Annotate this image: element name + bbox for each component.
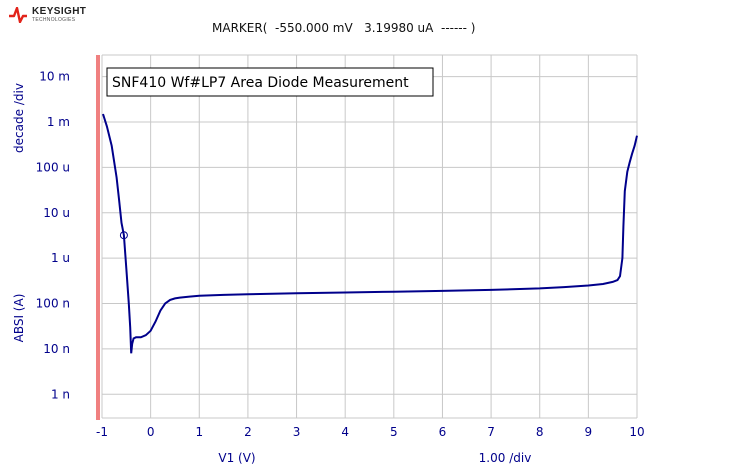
series-line (102, 113, 638, 354)
x-tick-label: 0 (147, 425, 155, 439)
chart-title: SNF410 Wf#LP7 Area Diode Measurement (112, 75, 409, 91)
x-tick-label: 3 (293, 425, 301, 439)
x-tick-label: 6 (439, 425, 447, 439)
x-tick-label: 2 (244, 425, 252, 439)
tick-labels: -1 0 1 2 3 4 5 6 7 8 9 10 10 m 1 m 100 u 10 u 1 u 100 n 10… (36, 70, 645, 439)
grid (101, 54, 638, 419)
x-axis-label: V1 (V) (218, 451, 255, 465)
brand-name: KEYSIGHT (32, 6, 87, 17)
y-tick-label: 100 n (36, 297, 70, 311)
y-tick-label: 1 u (51, 251, 70, 265)
y-tick-label: 100 u (36, 160, 70, 174)
x-tick-label: -1 (96, 425, 108, 439)
x-scale-label: 1.00 /div (479, 451, 532, 465)
marker-readout: MARKER( -550.000 mV 3.19980 uA ------ ) (212, 21, 476, 35)
keysight-wave-icon (9, 7, 27, 23)
y-axis-label-top: decade /div (12, 83, 26, 153)
brand-subtitle: TECHNOLOGIES (32, 17, 76, 23)
x-tick-label: 8 (536, 425, 544, 439)
x-tick-label: 10 (629, 425, 644, 439)
x-tick-label: 4 (341, 425, 349, 439)
y-tick-label: 1 m (47, 115, 70, 129)
x-tick-label: 1 (195, 425, 203, 439)
x-tick-label: 7 (487, 425, 495, 439)
y-tick-label: 10 u (43, 206, 70, 220)
y-tick-label: 10 n (43, 342, 70, 356)
x-tick-label: 9 (585, 425, 593, 439)
y-axis-label-bottom: ABSI (A) (12, 294, 26, 343)
y-tick-label: 1 n (51, 387, 70, 401)
y-axis-highlight-bar (96, 55, 100, 420)
x-tick-label: 5 (390, 425, 398, 439)
chart-title-box: SNF410 Wf#LP7 Area Diode Measurement (106, 67, 434, 97)
marker-point (119, 231, 128, 240)
keysight-logo: KEYSIGHT TECHNOLOGIES (8, 7, 86, 23)
y-tick-label: 10 m (39, 70, 70, 84)
